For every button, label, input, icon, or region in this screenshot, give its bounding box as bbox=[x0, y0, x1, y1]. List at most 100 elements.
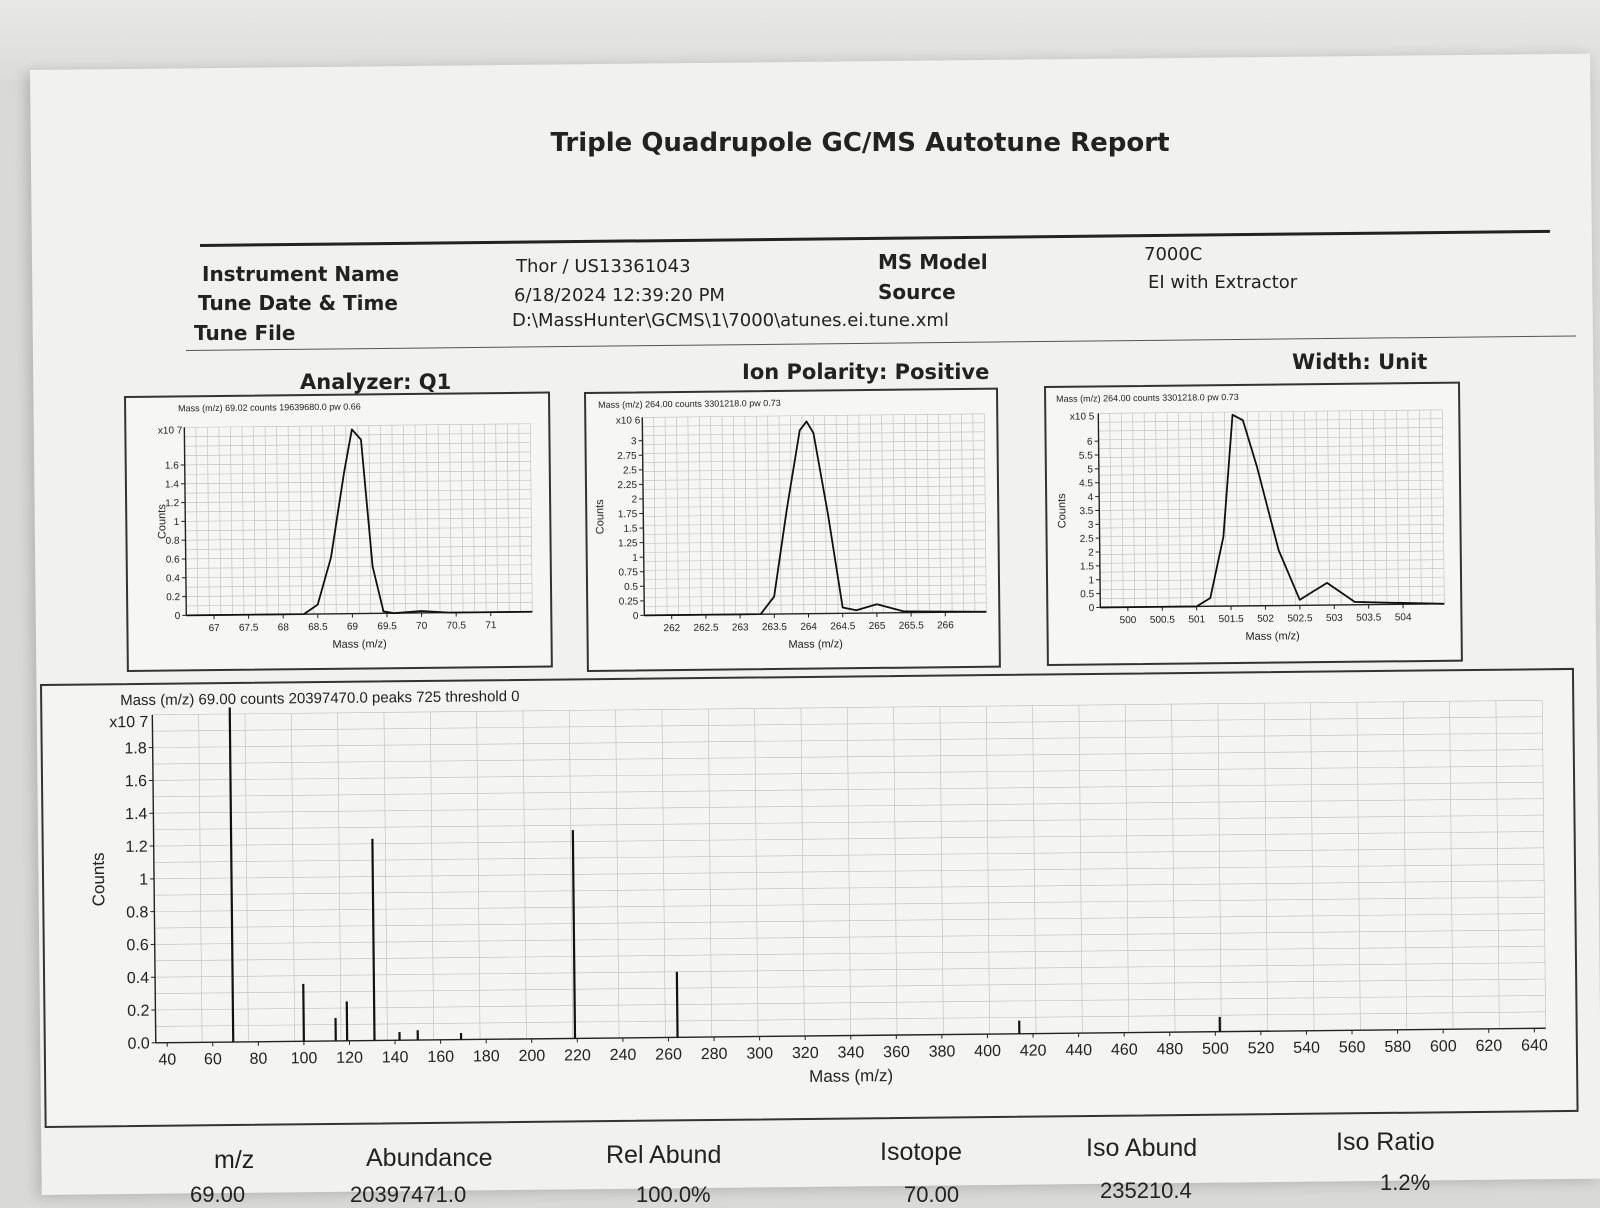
x-tick-label: 501 bbox=[1188, 614, 1205, 625]
x-tick-label: 480 bbox=[1156, 1041, 1183, 1058]
y-tick-label: 0.2 bbox=[127, 1003, 150, 1020]
y-tick-label: 0 bbox=[633, 611, 639, 622]
y-tick-label: 6 bbox=[1087, 437, 1093, 448]
x-tick-label: 69.5 bbox=[377, 621, 397, 632]
y-tick-label: 2 bbox=[632, 494, 638, 505]
y-tick-label: 0.5 bbox=[1080, 589, 1094, 600]
y-tick-label: 5 bbox=[1087, 464, 1093, 475]
x-tick-label: 264 bbox=[800, 622, 817, 633]
x-tick-label: 120 bbox=[336, 1050, 363, 1067]
col-isotope: Isotope bbox=[880, 1138, 962, 1167]
x-tick-label: 70.5 bbox=[447, 620, 467, 631]
x-tick-label: 266 bbox=[937, 620, 954, 631]
x-tick-label: 262.5 bbox=[693, 623, 719, 634]
x-tick-label: 140 bbox=[382, 1049, 409, 1066]
y-tick-label: 1.4 bbox=[125, 806, 148, 823]
x-tick-label: 340 bbox=[837, 1044, 864, 1061]
y-tick-label: 4 bbox=[1088, 492, 1094, 503]
instrument-name-value: Thor / US13361043 bbox=[516, 256, 691, 277]
y-tick-label: 0.6 bbox=[166, 555, 180, 566]
instrument-name-label: Instrument Name bbox=[202, 262, 399, 286]
y-tick-label: 1.5 bbox=[1080, 561, 1094, 572]
x-tick-label: 262 bbox=[663, 623, 680, 634]
x-tick-label: 600 bbox=[1430, 1038, 1457, 1055]
y-tick-label: 2.5 bbox=[1080, 534, 1094, 545]
x-tick-label: 180 bbox=[473, 1048, 500, 1065]
col-mz: m/z bbox=[214, 1146, 254, 1175]
x-tick-label: 504 bbox=[1395, 612, 1412, 623]
source-label: Source bbox=[878, 280, 956, 304]
y-tick-label: 1.75 bbox=[618, 509, 638, 520]
analyzer-peak-chart: Mass (m/z) 69.02 counts 19639680.0 pw 0.… bbox=[126, 394, 551, 670]
x-tick-label: 501.5 bbox=[1219, 614, 1245, 625]
y-axis-label: Counts bbox=[1056, 493, 1068, 528]
y-tick-label: 0.75 bbox=[618, 567, 638, 578]
mass-spectrum-chart: Mass (m/z) 69.00 counts 20397470.0 peaks… bbox=[42, 670, 1577, 1126]
x-tick-label: 502 bbox=[1257, 614, 1274, 625]
y-tick-label: 1.8 bbox=[124, 740, 147, 757]
width-panel: Mass (m/z) 264.00 counts 3301218.0 pw 0.… bbox=[1044, 382, 1463, 666]
y-axis-label: Counts bbox=[156, 504, 168, 539]
x-tick-label: 67 bbox=[209, 623, 221, 634]
y-tick-label: 0.2 bbox=[166, 592, 180, 603]
x-tick-label: 67.5 bbox=[239, 623, 259, 634]
spectrum-bar bbox=[677, 972, 678, 1038]
y-tick-label: 1 bbox=[632, 553, 638, 564]
row1-iso-ratio: 1.2% bbox=[1380, 1170, 1430, 1196]
x-tick-label: 420 bbox=[1020, 1042, 1047, 1059]
y-exponent: x10 7 bbox=[158, 425, 183, 436]
spectrum-panel: Mass (m/z) 69.00 counts 20397470.0 peaks… bbox=[40, 668, 1579, 1128]
x-tick-label: 100 bbox=[291, 1050, 318, 1067]
x-tick-label: 380 bbox=[929, 1043, 956, 1060]
grid bbox=[1098, 410, 1444, 608]
x-tick-label: 540 bbox=[1293, 1040, 1320, 1057]
tune-file-label: Tune File bbox=[194, 321, 295, 345]
x-tick-label: 320 bbox=[792, 1045, 819, 1062]
x-tick-label: 265.5 bbox=[899, 620, 925, 631]
x-tick-label: 220 bbox=[564, 1047, 591, 1064]
x-tick-label: 360 bbox=[883, 1044, 910, 1061]
x-tick-label: 240 bbox=[610, 1047, 637, 1064]
y-tick-label: 1 bbox=[1088, 575, 1094, 586]
x-axis-label: Mass (m/z) bbox=[1245, 630, 1300, 643]
x-tick-label: 260 bbox=[655, 1046, 682, 1063]
x-tick-label: 264.5 bbox=[830, 621, 856, 632]
tune-file-value: D:\MassHunter\GCMS\1\7000\atunes.ei.tune… bbox=[512, 310, 949, 331]
x-tick-label: 440 bbox=[1065, 1042, 1092, 1059]
y-tick-label: 0.4 bbox=[166, 573, 180, 584]
spectrum-bar bbox=[372, 839, 374, 1041]
row1-isotope: 70.00 bbox=[904, 1182, 959, 1208]
y-tick-label: 2.25 bbox=[617, 480, 637, 491]
row1-abundance: 20397471.0 bbox=[350, 1182, 466, 1208]
x-tick-label: 280 bbox=[701, 1046, 728, 1063]
y-tick-label: 0.25 bbox=[619, 596, 639, 607]
y-tick-label: 3 bbox=[1088, 520, 1094, 531]
y-tick-label: 0 bbox=[1089, 603, 1095, 614]
row1-mz: 69.00 bbox=[190, 1182, 245, 1208]
y-tick-label: 1 bbox=[139, 871, 148, 888]
source-value: EI with Extractor bbox=[1148, 272, 1297, 293]
y-axis-label: Counts bbox=[594, 499, 606, 534]
y-exponent: x10 7 bbox=[109, 714, 148, 731]
col-rel-abund: Rel Abund bbox=[606, 1141, 721, 1170]
x-axis-label: Mass (m/z) bbox=[788, 638, 843, 651]
x-tick-label: 263 bbox=[732, 622, 749, 633]
x-tick-label: 400 bbox=[974, 1043, 1001, 1060]
ms-model-label: MS Model bbox=[878, 250, 988, 274]
width-title: Width: Unit bbox=[1292, 350, 1427, 374]
x-tick-label: 71 bbox=[485, 620, 497, 631]
x-tick-label: 640 bbox=[1521, 1037, 1548, 1054]
x-tick-label: 503.5 bbox=[1356, 612, 1382, 623]
chart-caption: Mass (m/z) 264.00 counts 3301218.0 pw 0.… bbox=[1056, 392, 1239, 404]
x-axis-label: Mass (m/z) bbox=[809, 1066, 893, 1086]
spectrum-bar bbox=[573, 830, 575, 1038]
y-tick-label: 1.25 bbox=[618, 538, 638, 549]
y-exponent: x10 5 bbox=[1070, 411, 1095, 422]
grid bbox=[642, 414, 986, 616]
x-tick-label: 500 bbox=[1202, 1041, 1229, 1058]
x-tick-label: 200 bbox=[518, 1048, 545, 1065]
x-tick-label: 68.5 bbox=[308, 622, 328, 633]
x-tick-label: 502.5 bbox=[1287, 613, 1313, 624]
x-tick-label: 70 bbox=[416, 621, 428, 632]
width-peak-chart: Mass (m/z) 264.00 counts 3301218.0 pw 0.… bbox=[1046, 384, 1461, 664]
